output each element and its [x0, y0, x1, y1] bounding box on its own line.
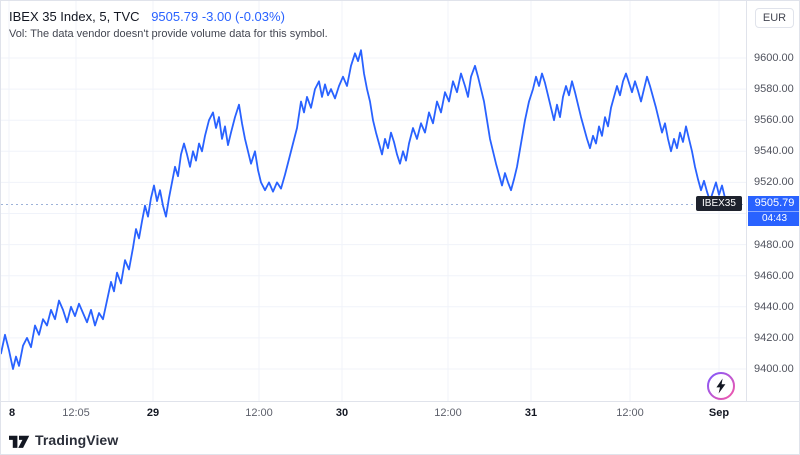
bar-countdown: 04:43 — [748, 211, 799, 227]
x-axis-label: 31 — [524, 407, 538, 419]
volume-note: Vol: The data vendor doesn't provide vol… — [9, 28, 328, 40]
tradingview-logo-icon — [9, 435, 30, 448]
price-chart-canvas — [1, 1, 746, 401]
y-axis-label: 9560.00 — [754, 114, 794, 127]
y-axis-label: 9400.00 — [754, 363, 794, 375]
y-axis-label: 9480.00 — [754, 238, 794, 251]
x-axis-label: 30 — [335, 407, 349, 419]
currency-button[interactable]: EUR — [755, 8, 794, 28]
y-axis-label: 9440.00 — [754, 300, 794, 313]
y-axis-label: 9520.00 — [754, 176, 794, 189]
legend: IBEX 35 Index, 5, TVC 9505.79 -3.00 (-0.… — [9, 9, 285, 24]
footer: TradingView — [1, 425, 799, 454]
x-axis-label: 12:00 — [616, 407, 644, 419]
price-scale[interactable]: EUR 9600.00 9580.00 9560.00 9540.00 9520.00 9… — [746, 1, 799, 425]
x-axis-label: 29 — [146, 407, 160, 419]
symbol-title[interactable]: IBEX 35 Index, 5, TVC — [9, 9, 140, 24]
y-axis-label: 9600.00 — [754, 52, 794, 64]
time-axis[interactable]: 8 12:05 29 12:00 30 12:00 31 12:00 Sep — [1, 401, 799, 425]
chart-pane[interactable]: IBEX 35 Index, 5, TVC 9505.79 -3.00 (-0.… — [1, 1, 746, 401]
x-axis-label: 8 — [9, 407, 16, 419]
y-axis-label: 9540.00 — [754, 145, 794, 158]
y-axis-label: 9460.00 — [754, 269, 794, 282]
x-axis-label: Sep — [708, 407, 730, 419]
tradingview-logo[interactable]: TradingView — [9, 432, 118, 448]
price-series — [1, 49, 729, 370]
x-axis-label: 12:00 — [245, 407, 273, 419]
symbol-price-tag: IBEX35 — [696, 196, 742, 212]
legend-price-value: 9505.79 — [151, 9, 199, 24]
tradingview-brand-text: TradingView — [35, 432, 119, 448]
x-axis-label: 12:05 — [62, 407, 90, 419]
lightning-icon — [707, 372, 735, 400]
last-price-tag: 9505.79 — [748, 196, 799, 212]
y-axis-label: 9420.00 — [754, 331, 794, 344]
lightning-boost-button[interactable] — [706, 371, 736, 401]
y-axis-label: 9580.00 — [754, 83, 794, 96]
x-axis-label: 12:00 — [434, 407, 462, 419]
legend-price-change: -3.00 (-0.03%) — [201, 9, 285, 24]
